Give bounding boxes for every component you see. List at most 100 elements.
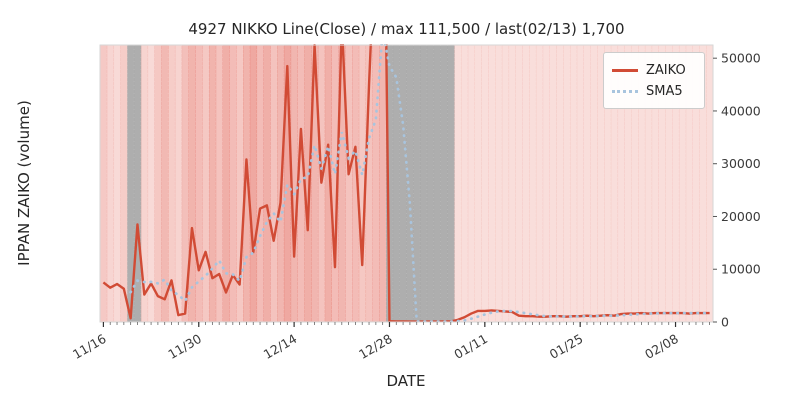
red-day-band [208,45,217,322]
x-tick-label: 12/28 [356,331,395,362]
gray-day-band [406,45,414,322]
gray-day-band [420,45,428,322]
legend-item-zaiko: ZAIKO [612,60,696,81]
y-tick-label: 40000 [721,103,761,118]
red-day-band [222,45,230,322]
red-day-band [174,45,183,322]
red-day-band [331,45,339,322]
y-tick-label: 30000 [721,156,761,171]
red-day-band [460,45,469,322]
red-day-band [692,45,700,322]
red-day-band [113,45,121,322]
red-day-band [597,45,605,322]
red-day-band [147,45,155,322]
red-day-band [706,45,714,322]
red-day-band [481,45,489,322]
red-day-band [672,45,680,322]
red-day-band [651,45,659,322]
red-day-band [324,45,332,322]
gray-day-band [392,45,401,322]
gray-day-band [399,45,407,322]
x-tick-label: 02/08 [642,331,681,362]
red-day-band [243,45,251,322]
red-day-band [515,45,523,322]
red-day-band [658,45,666,322]
red-day-band [665,45,673,322]
x-tick-label: 11/16 [70,331,109,362]
red-day-band [195,45,203,322]
red-day-band [563,45,571,322]
red-day-band [304,45,312,322]
red-day-band [106,45,115,322]
red-day-band [229,45,237,322]
chart-title: 4927 NIKKO Line(Close) / max 111,500 / l… [188,20,625,38]
red-day-band [181,45,189,322]
red-day-band [168,45,176,322]
x-tick-label: 01/11 [451,331,490,362]
red-day-band [549,45,557,322]
gray-day-band [426,45,435,322]
legend: ZAIKO SMA5 [603,52,705,109]
red-day-band [345,45,353,322]
legend-label-zaiko: ZAIKO [646,63,686,78]
x-tick-label: 01/25 [547,331,586,362]
red-day-band [215,45,223,322]
red-day-band [508,45,516,322]
red-day-band [638,45,646,322]
gray-day-band [433,45,441,322]
gray-day-band [386,45,394,322]
red-day-band [379,45,387,322]
red-day-band [604,45,612,322]
red-day-band [556,45,564,322]
red-day-band [249,45,258,322]
red-day-band [454,45,462,322]
red-day-band [120,45,128,322]
sma5-line-swatch [612,90,638,93]
y-tick-label: 50000 [721,51,761,66]
red-day-band [236,45,244,322]
gray-day-band [447,45,455,322]
red-day-band [467,45,476,322]
red-day-band [529,45,537,322]
red-day-band [569,45,578,322]
red-day-band [290,45,298,322]
y-tick-label: 20000 [721,209,761,224]
red-day-band [365,45,373,322]
red-day-band [488,45,496,322]
red-day-band [372,45,380,322]
y-axis-label: IPPAN ZAIKO (volume) [15,100,33,266]
red-day-band [501,45,510,322]
legend-item-sma5: SMA5 [612,81,696,102]
red-day-band [154,45,162,322]
red-day-band [678,45,687,322]
red-day-band [358,45,367,322]
red-day-band [297,45,305,322]
plot-border [99,44,714,323]
red-day-band [590,45,598,322]
x-tick-label: 11/30 [165,331,204,362]
red-day-band [161,45,169,322]
red-day-band [352,45,360,322]
red-day-band [474,45,482,322]
red-day-band [624,45,632,322]
red-day-band [256,45,264,322]
red-day-band [644,45,653,322]
red-day-band [617,45,625,322]
red-day-band [263,45,271,322]
red-day-band [583,45,591,322]
gray-day-band [127,45,135,322]
red-day-band [100,45,108,322]
red-day-band [685,45,693,322]
red-day-band [140,45,149,322]
gray-day-band [134,45,142,322]
sma5-line [129,44,711,322]
red-day-band [270,45,278,322]
gray-day-band [440,45,448,322]
legend-label-sma5: SMA5 [646,84,683,99]
y-tick-label: 0 [721,315,729,330]
red-day-band [338,45,346,322]
red-day-band [542,45,550,322]
gray-day-band [413,45,421,322]
zaiko-line-swatch [612,69,638,72]
